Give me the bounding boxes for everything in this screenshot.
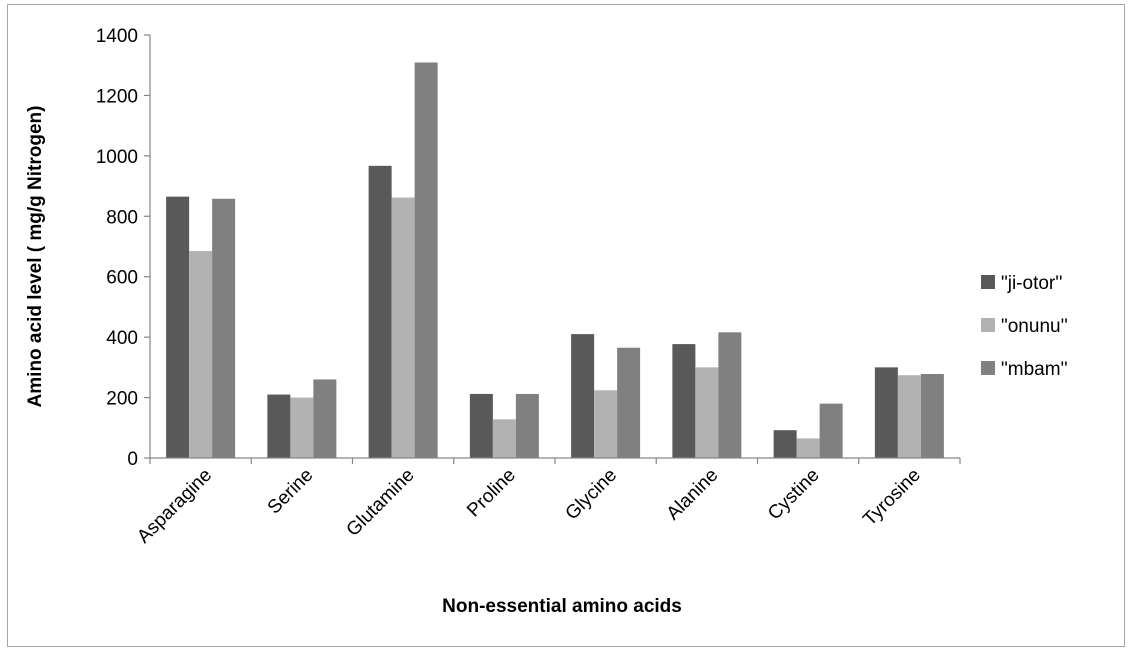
y-tick-label: 1000	[96, 147, 138, 168]
x-category-label-serine: Serine	[264, 465, 318, 519]
bar-tyrosine-series-0	[874, 367, 898, 458]
y-tick-label: 0	[127, 449, 138, 470]
y-tick-label: 800	[106, 207, 138, 228]
legend: "ji-otor'' "onunu'' "mbam''	[981, 273, 1068, 380]
x-category-label-glutamine: Glutamine	[343, 465, 419, 541]
y-tick-label: 600	[106, 268, 138, 289]
bar-alanine-series-1	[695, 367, 719, 458]
bar-proline-series-2	[515, 393, 539, 458]
bar-glycine-series-2	[617, 347, 641, 458]
legend-label: "mbam''	[1001, 359, 1068, 380]
bar-serine-series-0	[267, 394, 291, 458]
x-category-label-tyrosine: Tyrosine	[859, 465, 925, 531]
bar-cystine-series-1	[796, 438, 820, 458]
bar-glycine-series-1	[594, 390, 618, 458]
bars-layer	[166, 62, 944, 459]
x-category-label-glycine: Glycine	[562, 465, 622, 525]
bar-glutamine-series-2	[414, 62, 438, 459]
legend-swatch	[981, 318, 995, 332]
bar-alanine-series-2	[718, 332, 742, 458]
y-tick-label: 200	[106, 389, 138, 410]
bar-glutamine-series-0	[368, 165, 392, 458]
bar-tyrosine-series-2	[920, 374, 944, 458]
bar-cystine-series-0	[773, 430, 797, 458]
bar-serine-series-1	[290, 397, 314, 458]
x-category-label-asparagine: Asparagine	[133, 465, 216, 548]
legend-swatch	[981, 275, 995, 289]
x-category-label-cystine: Cystine	[764, 465, 824, 525]
ticks-layer: 0 200 400 600 800 1000 1200 1400	[96, 26, 961, 470]
bar-proline-series-0	[469, 393, 493, 458]
legend-label: "ji-otor''	[1001, 273, 1063, 294]
labels-layer: Asparagine Serine Glutamine Proline Glycine A…	[133, 465, 925, 548]
legend-swatch	[981, 361, 995, 375]
bar-asparagine-series-0	[166, 196, 190, 458]
bar-asparagine-series-1	[189, 251, 213, 458]
x-category-label-proline: Proline	[463, 465, 520, 522]
bar-asparagine-series-2	[212, 198, 236, 459]
bar-serine-series-2	[313, 379, 337, 458]
y-tick-label: 1200	[96, 86, 138, 107]
y-axis-title: Amino acid level ( mg/g Nitrogen)	[25, 106, 46, 408]
bar-proline-series-1	[492, 419, 516, 458]
bar-tyrosine-series-1	[897, 375, 921, 458]
legend-label: "onunu''	[1001, 316, 1068, 337]
y-tick-label: 1400	[96, 26, 138, 47]
bar-cystine-series-2	[819, 403, 843, 458]
y-tick-label: 400	[106, 328, 138, 349]
bar-alanine-series-0	[672, 344, 696, 458]
x-category-label-alanine: Alanine	[663, 465, 723, 525]
bar-glutamine-series-1	[391, 197, 415, 458]
x-axis-title: Non-essential amino acids	[442, 596, 682, 617]
bar-glycine-series-0	[571, 334, 595, 458]
